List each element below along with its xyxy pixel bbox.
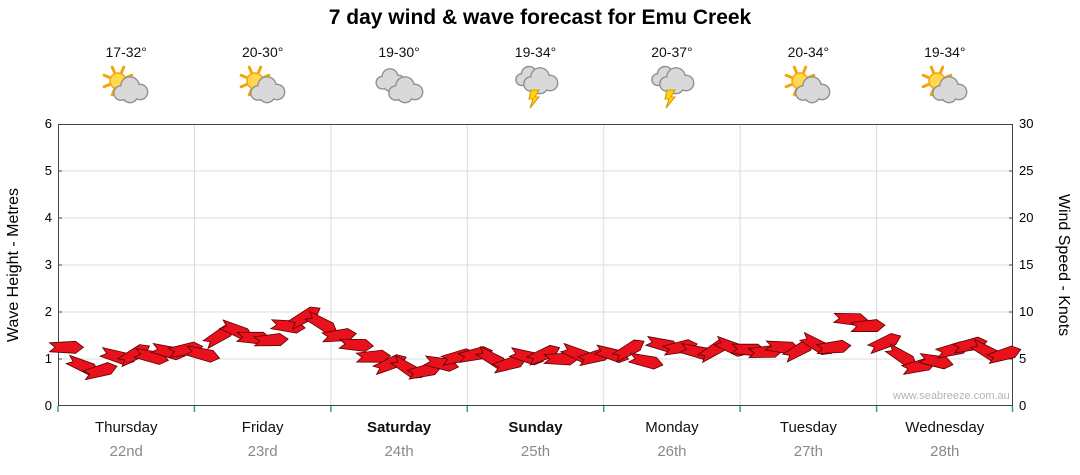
storm-icon (509, 64, 563, 114)
wind-speed-tick: 15 (1019, 257, 1034, 272)
wind-barb (81, 362, 118, 381)
day-temperature: 20-37° (651, 44, 693, 60)
wind-barb (252, 333, 289, 347)
wind-speed-tick: 20 (1019, 210, 1034, 225)
watermark: www.seabreeze.com.au (893, 390, 1010, 402)
day-temperature: 20-30° (241, 44, 284, 60)
day-date: 25th (520, 443, 551, 460)
day-temperature: 19-34° (514, 44, 557, 60)
day-temperature: 17-32° (105, 44, 147, 60)
wave-height-tick: 5 (44, 163, 52, 178)
wind-barb (48, 340, 85, 354)
day-date: 23rd (247, 443, 278, 460)
day-name: Wednesday (905, 419, 985, 436)
day-date: 22nd (109, 443, 143, 460)
wind-speed-tick: 5 (1019, 351, 1027, 366)
wave-height-tick: 1 (44, 351, 52, 366)
sun-cloud-glyph (921, 65, 968, 104)
left-axis-label: Wave Height - Metres (5, 187, 22, 343)
day-name: Tuesday (779, 419, 837, 436)
day-name: Thursday (94, 419, 158, 436)
wave-height-tick: 2 (44, 304, 52, 319)
wind-speed-tick: 10 (1019, 304, 1034, 319)
wind-speed-tick: 25 (1019, 163, 1034, 178)
wind-barb (184, 345, 221, 363)
wind-barb (917, 353, 954, 370)
wind-barb (985, 345, 1022, 365)
sun-cloud-icon (781, 64, 835, 114)
clouds-glyph (375, 68, 424, 104)
sun-cloud-glyph (239, 65, 286, 104)
wind-barb (815, 339, 852, 355)
day-name: Friday (241, 419, 284, 436)
sun-cloud-icon (918, 64, 972, 114)
chart-canvas (48, 124, 1022, 412)
day-temperature: 19-34° (924, 44, 966, 60)
day-date: 28th (930, 443, 960, 460)
storm-glyph (514, 65, 558, 109)
sun-cloud-glyph (102, 65, 149, 104)
wind-barb (849, 319, 886, 332)
sun-cloud-glyph (784, 65, 831, 104)
wave-height-tick: 4 (44, 210, 52, 225)
storm-icon (645, 64, 699, 114)
chart-title: 7 day wind & wave forecast for Emu Creek (328, 6, 752, 29)
wind-speed-tick: 0 (1019, 398, 1027, 413)
wave-height-tick: 0 (44, 398, 52, 413)
day-name: Sunday (508, 419, 563, 436)
day-date: 27th (793, 443, 823, 460)
right-axis-label: Wind Speed - Knots (1055, 193, 1072, 337)
sun-cloud-icon (99, 64, 153, 114)
wave-height-tick: 3 (44, 257, 52, 272)
sun-cloud-icon (236, 64, 290, 114)
wind-barb (866, 333, 902, 355)
day-temperature: 20-34° (787, 44, 830, 60)
clouds-icon (372, 64, 426, 114)
wind-barb (627, 352, 664, 370)
day-temperature: 19-30° (378, 44, 420, 60)
storm-glyph (651, 65, 695, 109)
wind-barb (611, 339, 645, 363)
wind-speed-tick: 30 (1019, 116, 1034, 131)
wind-barb (338, 338, 375, 352)
day-date: 24th (384, 443, 414, 460)
day-date: 26th (657, 443, 687, 460)
day-name: Saturday (366, 419, 432, 436)
wave-height-tick: 6 (44, 116, 52, 131)
day-name: Monday (645, 419, 699, 436)
